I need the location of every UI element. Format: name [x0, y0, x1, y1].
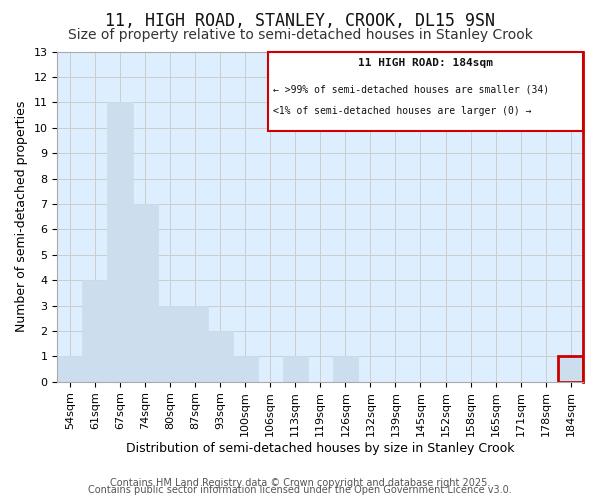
Text: ← >99% of semi-detached houses are smaller (34): ← >99% of semi-detached houses are small…: [273, 84, 549, 94]
Bar: [208, 331, 233, 382]
Text: Size of property relative to semi-detached houses in Stanley Crook: Size of property relative to semi-detach…: [68, 28, 532, 42]
Bar: [283, 356, 308, 382]
Bar: [82, 280, 107, 382]
Bar: [233, 356, 258, 382]
Bar: [107, 102, 133, 382]
Text: <1% of semi-detached houses are larger (0) →: <1% of semi-detached houses are larger (…: [273, 106, 532, 116]
Y-axis label: Number of semi-detached properties: Number of semi-detached properties: [15, 101, 28, 332]
Bar: [133, 204, 158, 382]
Bar: [558, 356, 583, 382]
Text: Contains public sector information licensed under the Open Government Licence v3: Contains public sector information licen…: [88, 485, 512, 495]
Text: 11, HIGH ROAD, STANLEY, CROOK, DL15 9SN: 11, HIGH ROAD, STANLEY, CROOK, DL15 9SN: [105, 12, 495, 30]
Bar: [158, 306, 182, 382]
Bar: [58, 356, 82, 382]
Bar: [182, 306, 208, 382]
X-axis label: Distribution of semi-detached houses by size in Stanley Crook: Distribution of semi-detached houses by …: [126, 442, 515, 455]
Text: Contains HM Land Registry data © Crown copyright and database right 2025.: Contains HM Land Registry data © Crown c…: [110, 478, 490, 488]
FancyBboxPatch shape: [268, 52, 583, 131]
Bar: [333, 356, 358, 382]
Text: 11 HIGH ROAD: 184sqm: 11 HIGH ROAD: 184sqm: [358, 58, 493, 68]
